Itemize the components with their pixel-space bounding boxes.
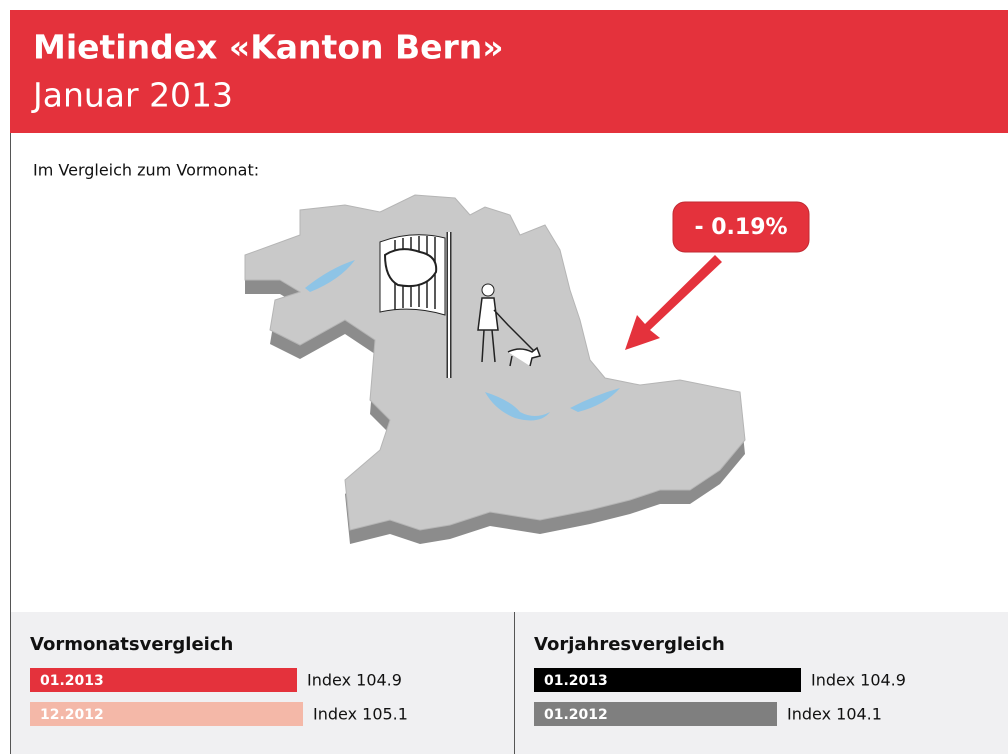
arrow bbox=[625, 255, 722, 350]
map bbox=[244, 194, 746, 544]
index-label: Index 105.1 bbox=[313, 705, 408, 724]
intro: Im Vergleich zum Vormonat: bbox=[33, 161, 259, 180]
index-label: Index 104.1 bbox=[787, 705, 882, 724]
title: Mietindex «Kanton Bern» bbox=[33, 28, 504, 67]
index-bar bbox=[534, 668, 801, 692]
change-label: - 0.19% bbox=[694, 215, 787, 240]
index-label: Index 104.9 bbox=[307, 671, 402, 690]
change-badge bbox=[672, 201, 810, 253]
header-band bbox=[10, 10, 1008, 133]
period-label: 01.2012 bbox=[544, 707, 608, 723]
index-bar bbox=[30, 668, 297, 692]
period-label: 01.2013 bbox=[544, 673, 608, 689]
index-bar bbox=[534, 702, 777, 726]
panel-title: Vormonatsvergleich bbox=[30, 634, 233, 655]
index-label: Index 104.9 bbox=[811, 671, 906, 690]
panel-title: Vorjahresvergleich bbox=[534, 634, 725, 655]
index-bar bbox=[30, 702, 303, 726]
period-label: 12.2012 bbox=[40, 707, 104, 723]
subtitle: Januar 2013 bbox=[31, 76, 233, 115]
period-label: 01.2013 bbox=[40, 673, 104, 689]
